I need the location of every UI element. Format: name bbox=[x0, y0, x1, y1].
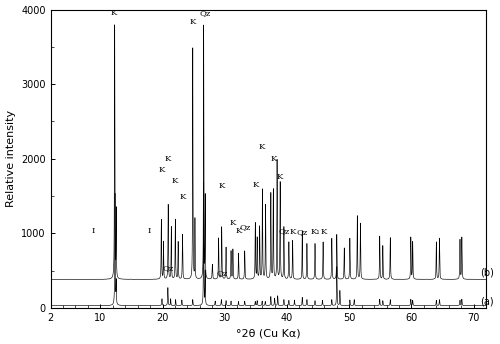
Text: Qz: Qz bbox=[200, 9, 210, 17]
Text: K: K bbox=[290, 228, 296, 236]
Text: K: K bbox=[172, 177, 178, 185]
Text: Qz: Qz bbox=[216, 269, 228, 277]
Text: K: K bbox=[320, 228, 327, 236]
Text: K₁: K₁ bbox=[310, 228, 320, 236]
Text: Qz: Qz bbox=[162, 264, 173, 272]
Text: K: K bbox=[236, 227, 242, 235]
Text: K: K bbox=[230, 219, 236, 227]
Text: K: K bbox=[259, 143, 266, 151]
Text: K: K bbox=[270, 154, 276, 162]
Text: Qz: Qz bbox=[296, 228, 308, 236]
Text: K: K bbox=[218, 182, 225, 190]
X-axis label: °2θ (Cu Kα): °2θ (Cu Kα) bbox=[236, 329, 300, 338]
Text: I: I bbox=[147, 227, 150, 235]
Text: K: K bbox=[252, 181, 259, 189]
Text: K: K bbox=[277, 173, 283, 181]
Text: Qz: Qz bbox=[279, 227, 290, 235]
Text: K: K bbox=[110, 9, 116, 17]
Text: (b): (b) bbox=[480, 267, 494, 277]
Text: K: K bbox=[190, 18, 196, 26]
Text: K: K bbox=[165, 154, 172, 162]
Text: I: I bbox=[91, 227, 94, 235]
Text: K: K bbox=[180, 193, 186, 201]
Y-axis label: Relative intensity: Relative intensity bbox=[6, 110, 16, 207]
Text: Qz: Qz bbox=[240, 223, 251, 231]
Text: (a): (a) bbox=[480, 296, 494, 306]
Text: K: K bbox=[158, 166, 164, 174]
